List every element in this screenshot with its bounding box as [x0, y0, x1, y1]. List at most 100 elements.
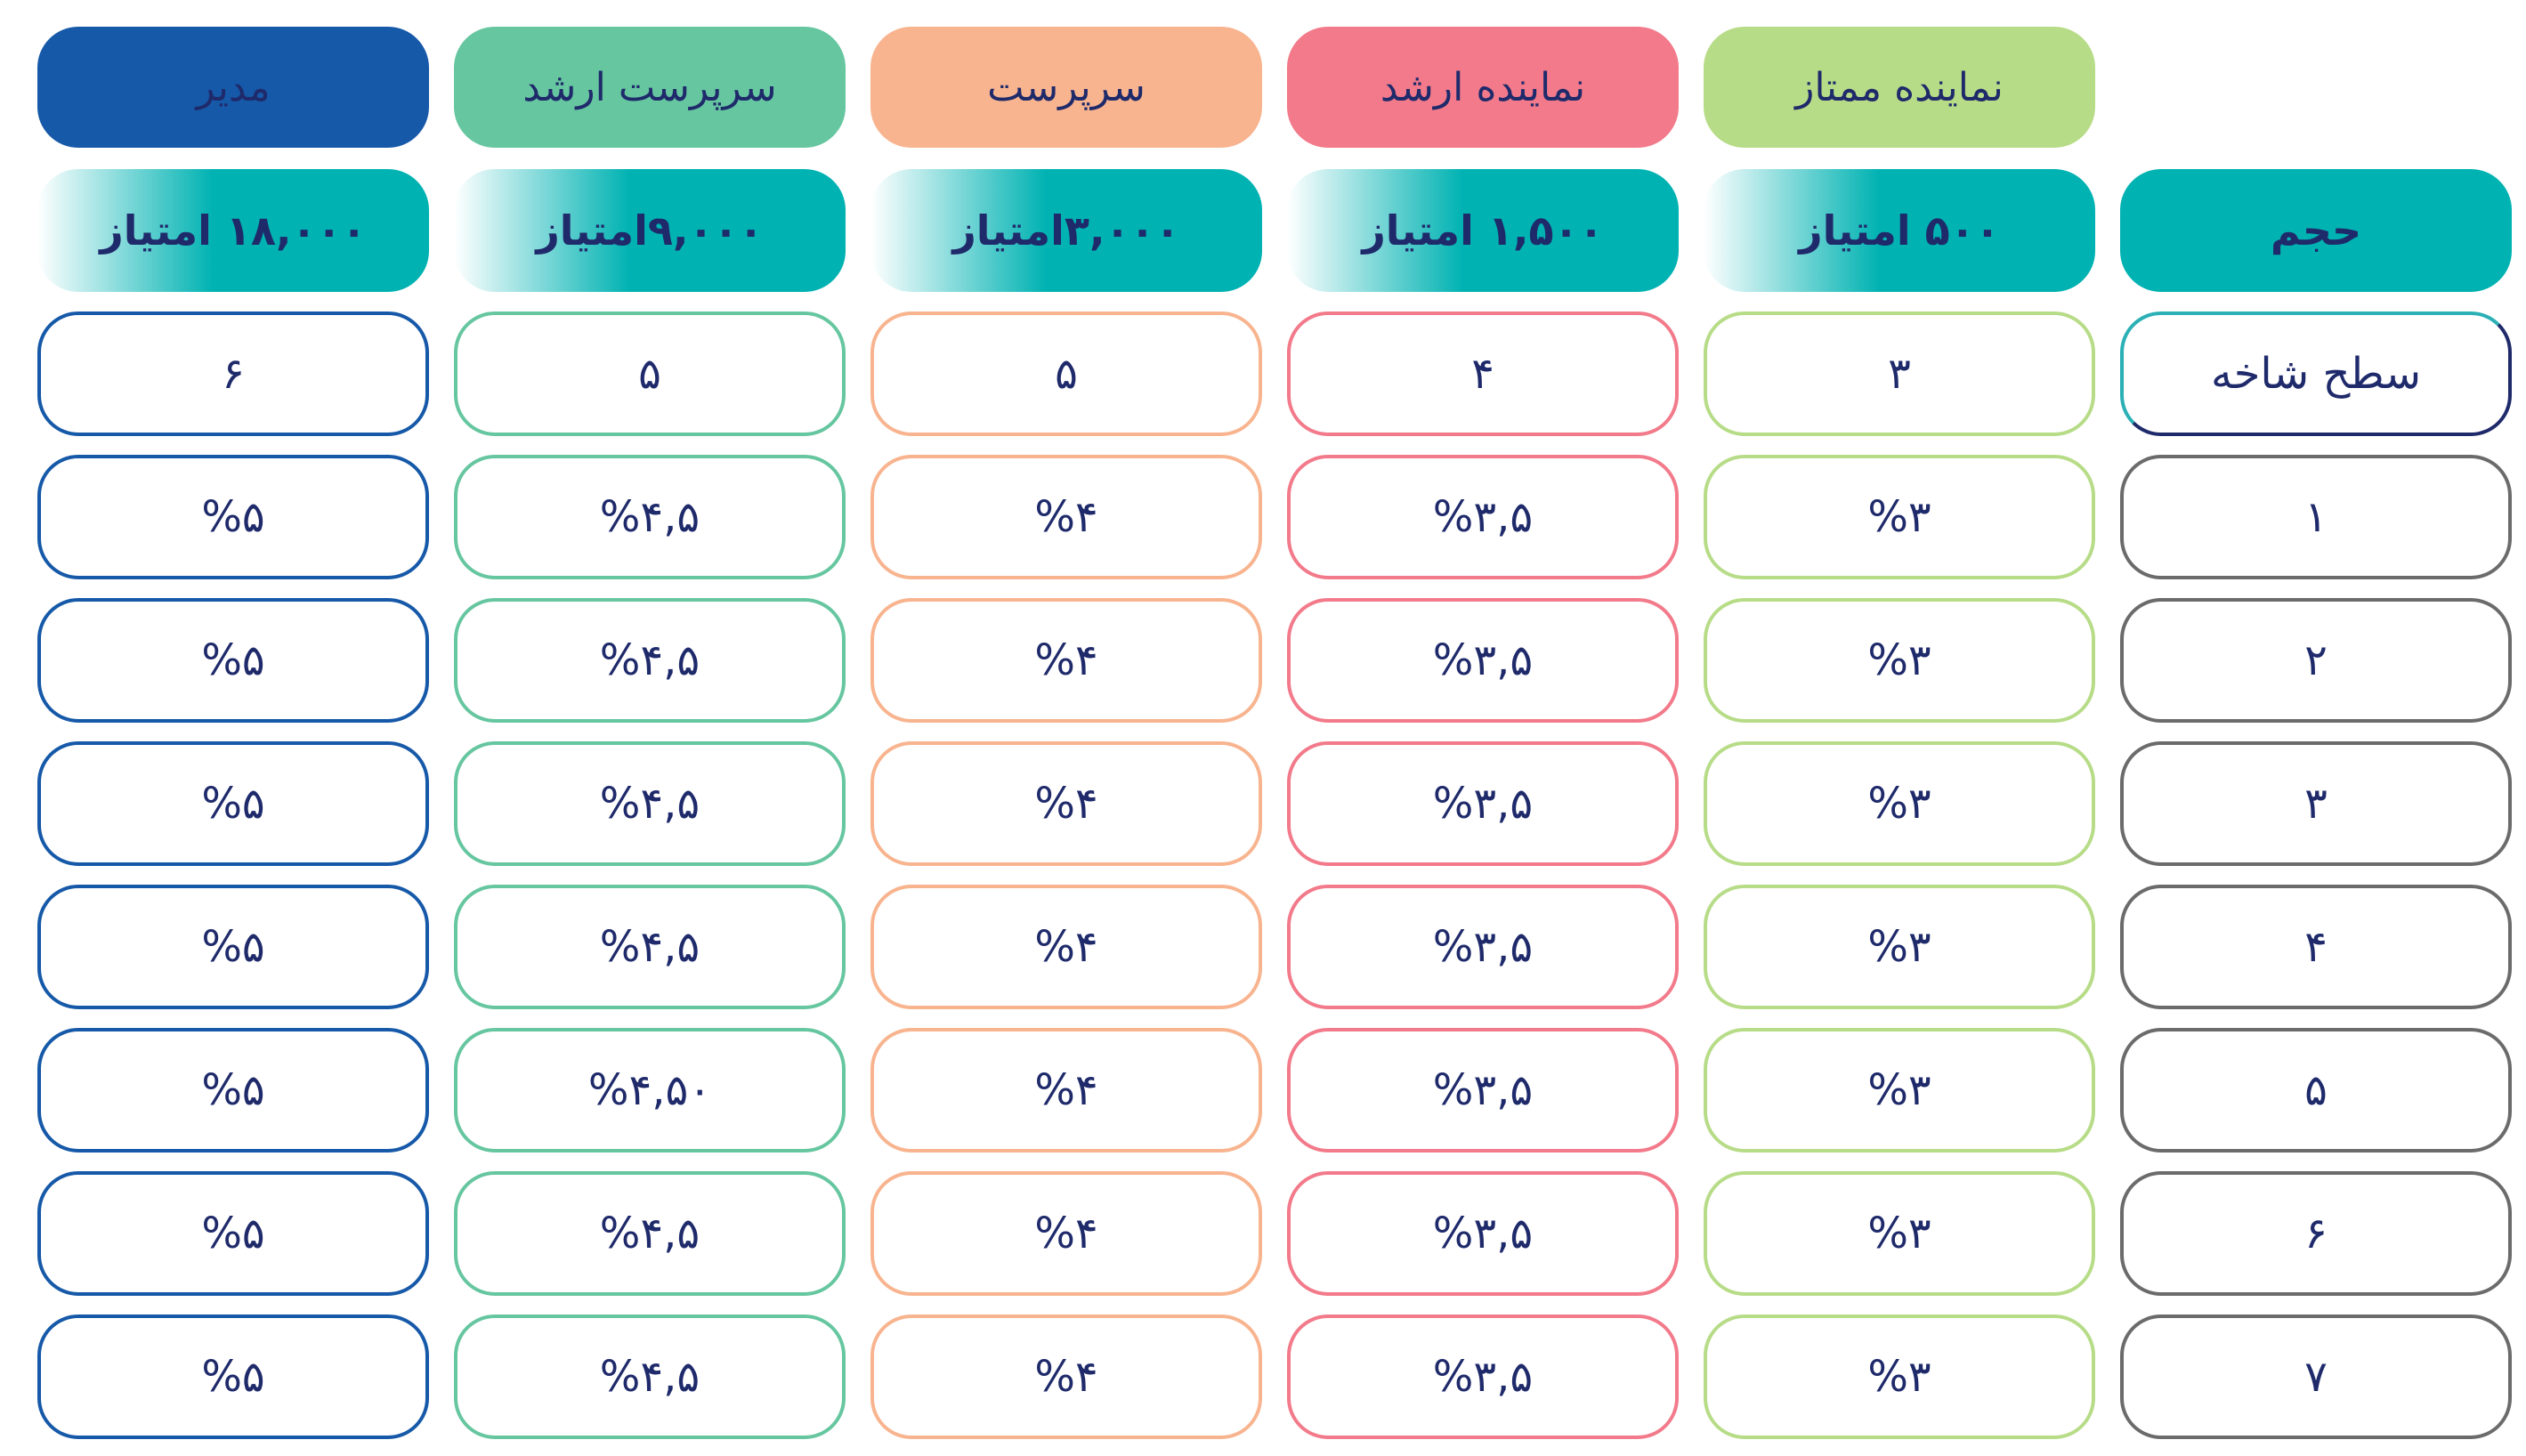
- commission-cell-label: %۳,۵: [1432, 1352, 1534, 1402]
- commission-cell: %۳: [1704, 1314, 2095, 1439]
- commission-cell: %۴,۵: [454, 455, 846, 579]
- volume-header: حجم: [2120, 169, 2512, 292]
- level-cell-label: ۳: [2304, 779, 2328, 829]
- level-cell: ۶: [2120, 1171, 2512, 1296]
- commission-cell: %۳: [1704, 1028, 2095, 1153]
- commission-cell: %۵: [37, 598, 429, 723]
- rank-branch-depth-label: ۵: [638, 349, 661, 399]
- rank-header: سرپرست ارشد: [454, 27, 846, 148]
- commission-cell-label: %۴: [1034, 1352, 1098, 1402]
- commission-cell-label: %۴,۵: [599, 779, 700, 829]
- commission-cell: %۳: [1704, 741, 2095, 866]
- commission-cell: %۴,۵۰: [454, 1028, 846, 1153]
- level-cell-label: ۶: [2304, 1209, 2328, 1258]
- commission-cell: %۳,۵: [1287, 1028, 1679, 1153]
- commission-cell-label: %۴: [1034, 492, 1098, 542]
- commission-cell: %۳,۵: [1287, 1171, 1679, 1296]
- rank-points-label: ۹,۰۰۰امتیاز: [536, 206, 764, 255]
- commission-cell-label: %۴,۵: [599, 1352, 700, 1402]
- rank-header-label: نماینده ممتاز: [1795, 64, 2004, 110]
- rank-header: نماینده ممتاز: [1704, 27, 2095, 148]
- commission-cell: %۴: [870, 1028, 1262, 1153]
- rank-header: سرپرست: [870, 27, 1262, 148]
- commission-cell-label: %۴,۵۰: [587, 1065, 712, 1115]
- commission-cell-label: %۳,۵: [1432, 492, 1534, 542]
- rank-points-label: ۵۰۰ امتیاز: [1799, 206, 2000, 255]
- rank-branch-depth-label: ۴: [1471, 349, 1494, 399]
- commission-cell: %۴,۵: [454, 1314, 846, 1439]
- commission-cell: %۴,۵: [454, 885, 846, 1009]
- commission-cell-label: %۳: [1867, 779, 1931, 829]
- commission-cell: %۳,۵: [1287, 598, 1679, 723]
- commission-cell-label: %۳,۵: [1432, 779, 1534, 829]
- commission-cell-label: %۴,۵: [599, 1209, 700, 1258]
- rank-header-label: مدیر: [196, 64, 271, 110]
- commission-cell: %۳,۵: [1287, 455, 1679, 579]
- commission-cell-label: %۴: [1034, 635, 1098, 685]
- commission-cell-label: %۳: [1867, 1209, 1931, 1258]
- level-cell-label: ۷: [2304, 1352, 2328, 1402]
- commission-cell: %۳: [1704, 1171, 2095, 1296]
- branch-level-header: سطح شاخه: [2120, 311, 2512, 436]
- commission-cell-label: %۴,۵: [599, 492, 700, 542]
- level-cell: ۳: [2120, 741, 2512, 866]
- volume-header-label: حجم: [2270, 206, 2362, 255]
- level-cell-label: ۱: [2304, 492, 2328, 542]
- rank-branch-depth: ۵: [454, 311, 846, 436]
- commission-cell: %۵: [37, 455, 429, 579]
- commission-cell-label: %۳,۵: [1432, 1065, 1534, 1115]
- commission-cell: %۵: [37, 741, 429, 866]
- commission-cell: %۳: [1704, 598, 2095, 723]
- commission-cell-label: %۴: [1034, 779, 1098, 829]
- rank-points: ۱,۵۰۰ امتیاز: [1287, 169, 1679, 292]
- commission-cell: %۴,۵: [454, 741, 846, 866]
- branch-level-header-label: سطح شاخه: [2210, 349, 2422, 399]
- rank-header-label: سرپرست: [987, 64, 1146, 110]
- rank-points-label: ۳,۰۰۰امتیاز: [952, 206, 1180, 255]
- rank-header-label: نماینده ارشد: [1380, 64, 1586, 110]
- level-cell: ۲: [2120, 598, 2512, 723]
- level-cell-label: ۴: [2304, 922, 2328, 972]
- commission-cell: %۵: [37, 885, 429, 1009]
- rank-header-label: سرپرست ارشد: [522, 64, 777, 110]
- rank-header: نماینده ارشد: [1287, 27, 1679, 148]
- commission-cell: %۳,۵: [1287, 1314, 1679, 1439]
- commission-cell-label: %۵: [201, 779, 265, 829]
- commission-cell: %۵: [37, 1171, 429, 1296]
- commission-cell-label: %۴,۵: [599, 922, 700, 972]
- commission-cell: %۴: [870, 598, 1262, 723]
- rank-points: ۳,۰۰۰امتیاز: [870, 169, 1262, 292]
- commission-cell-label: %۴,۵: [599, 635, 700, 685]
- rank-branch-depth-label: ۵: [1055, 349, 1078, 399]
- commission-cell: %۴,۵: [454, 1171, 846, 1296]
- commission-cell-label: %۳: [1867, 922, 1931, 972]
- commission-cell: %۴: [870, 741, 1262, 866]
- commission-cell: %۴: [870, 1171, 1262, 1296]
- rank-branch-depth: ۶: [37, 311, 429, 436]
- commission-cell: %۵: [37, 1028, 429, 1153]
- commission-cell: %۳: [1704, 455, 2095, 579]
- commission-cell: %۴,۵: [454, 598, 846, 723]
- level-cell: ۱: [2120, 455, 2512, 579]
- commission-cell-label: %۴: [1034, 922, 1098, 972]
- commission-cell-label: %۳,۵: [1432, 635, 1534, 685]
- commission-cell: %۵: [37, 1314, 429, 1439]
- rank-points: ۱۸,۰۰۰ امتیاز: [37, 169, 429, 292]
- commission-cell-label: %۵: [201, 1065, 265, 1115]
- rank-branch-depth: ۵: [870, 311, 1262, 436]
- level-cell-label: ۲: [2304, 635, 2328, 685]
- commission-cell-label: %۳: [1867, 635, 1931, 685]
- commission-cell: %۳: [1704, 885, 2095, 1009]
- level-cell: ۷: [2120, 1314, 2512, 1439]
- commission-cell: %۴: [870, 1314, 1262, 1439]
- commission-cell-label: %۴: [1034, 1209, 1098, 1258]
- rank-branch-depth-label: ۶: [222, 349, 245, 399]
- commission-cell-label: %۵: [201, 1209, 265, 1258]
- level-cell-label: ۵: [2304, 1065, 2328, 1115]
- rank-branch-depth: ۳: [1704, 311, 2095, 436]
- commission-cell-label: %۵: [201, 1352, 265, 1402]
- commission-cell: %۳,۵: [1287, 741, 1679, 866]
- level-cell: ۴: [2120, 885, 2512, 1009]
- commission-cell-label: %۳: [1867, 1065, 1931, 1115]
